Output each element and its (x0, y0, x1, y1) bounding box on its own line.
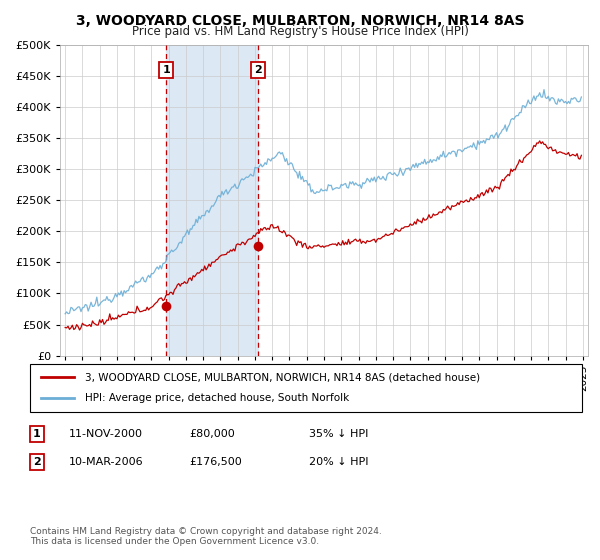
Text: Contains HM Land Registry data © Crown copyright and database right 2024.
This d: Contains HM Land Registry data © Crown c… (30, 526, 382, 546)
Text: 1: 1 (163, 64, 170, 74)
Text: Price paid vs. HM Land Registry's House Price Index (HPI): Price paid vs. HM Land Registry's House … (131, 25, 469, 38)
Text: 3, WOODYARD CLOSE, MULBARTON, NORWICH, NR14 8AS (detached house): 3, WOODYARD CLOSE, MULBARTON, NORWICH, N… (85, 372, 481, 382)
Text: 2: 2 (254, 64, 262, 74)
Text: 10-MAR-2006: 10-MAR-2006 (69, 457, 143, 467)
Text: 35% ↓ HPI: 35% ↓ HPI (309, 429, 368, 439)
Text: £80,000: £80,000 (189, 429, 235, 439)
Text: £176,500: £176,500 (189, 457, 242, 467)
Bar (166, 45, 258, 356)
Text: HPI: Average price, detached house, South Norfolk: HPI: Average price, detached house, Sout… (85, 393, 349, 403)
Text: 1: 1 (33, 429, 41, 439)
Text: 3, WOODYARD CLOSE, MULBARTON, NORWICH, NR14 8AS: 3, WOODYARD CLOSE, MULBARTON, NORWICH, N… (76, 14, 524, 28)
FancyBboxPatch shape (30, 364, 582, 412)
Text: 2: 2 (33, 457, 41, 467)
Text: 11-NOV-2000: 11-NOV-2000 (69, 429, 143, 439)
Text: 20% ↓ HPI: 20% ↓ HPI (309, 457, 368, 467)
